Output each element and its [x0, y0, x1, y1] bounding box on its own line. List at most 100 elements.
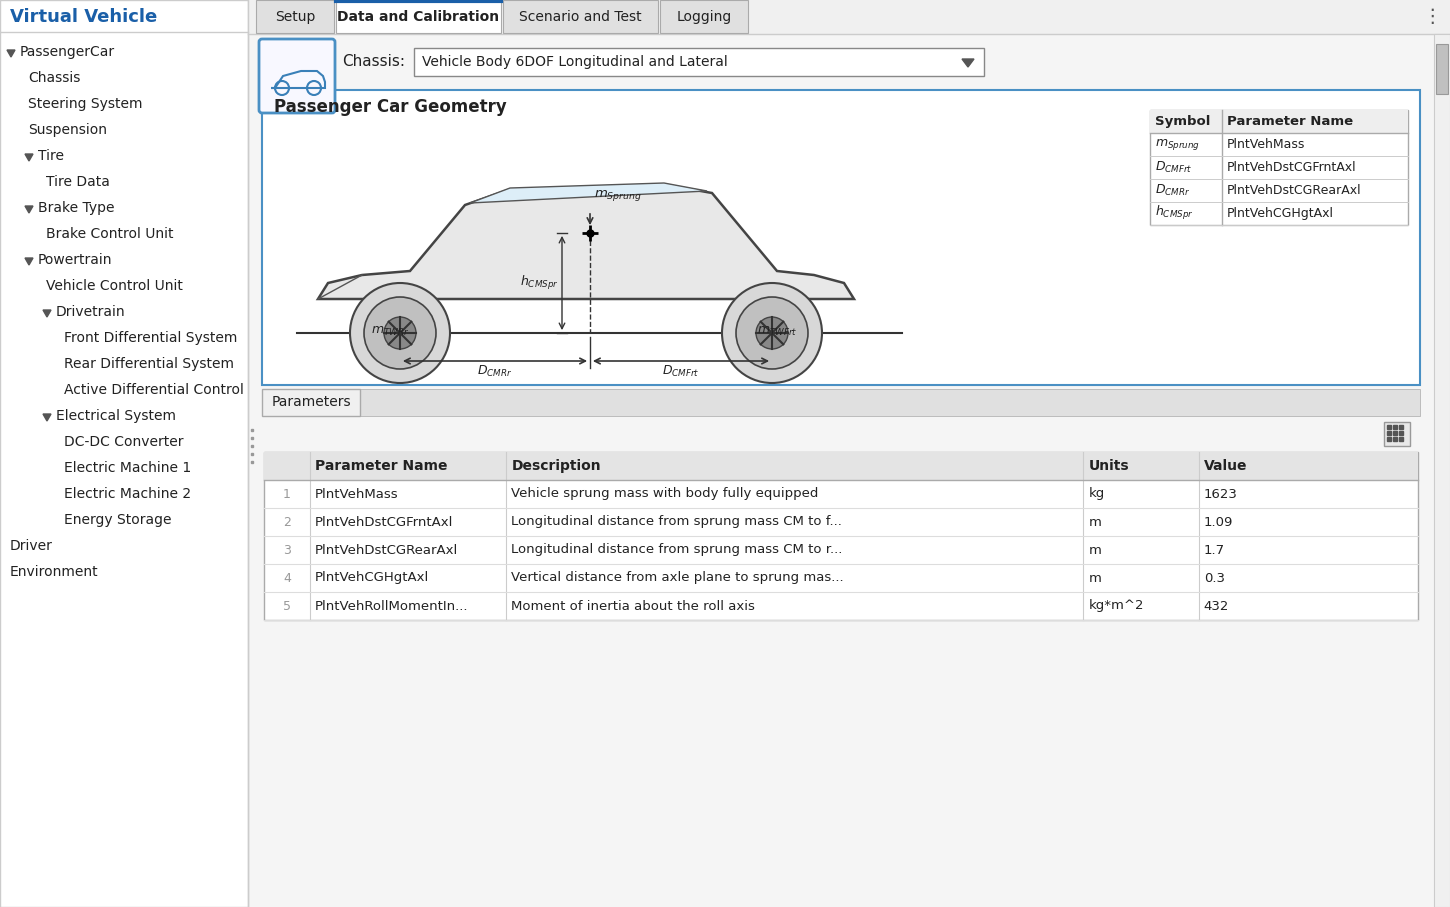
Text: $D_{CMRr}$: $D_{CMRr}$ [477, 364, 513, 379]
Text: Vehicle Body 6DOF Longitudinal and Lateral: Vehicle Body 6DOF Longitudinal and Later… [422, 55, 728, 69]
Bar [360, 389, 1420, 416]
Bar [248, 34, 1450, 907]
Bar [248, 0, 1450, 34]
Circle shape [722, 283, 822, 383]
Polygon shape [44, 310, 51, 317]
Text: Suspension: Suspension [28, 123, 107, 137]
Circle shape [364, 297, 436, 369]
Text: Driver: Driver [10, 539, 52, 553]
Text: Data and Calibration: Data and Calibration [338, 10, 500, 24]
Text: m: m [1089, 515, 1101, 529]
Text: kg: kg [1089, 487, 1105, 501]
Bar [257, 0, 334, 33]
Text: PlntVehCGHgtAxl: PlntVehCGHgtAxl [1227, 207, 1334, 220]
Text: $m_{TWRr}$: $m_{TWRr}$ [371, 325, 409, 337]
Bar [1434, 34, 1450, 907]
Text: 1.7: 1.7 [1204, 543, 1225, 557]
Text: Tire Data: Tire Data [46, 175, 110, 189]
Text: Logging: Logging [676, 10, 732, 24]
Text: Chassis: Chassis [28, 71, 80, 85]
Text: 4: 4 [283, 571, 291, 584]
Text: Moment of inertia about the roll axis: Moment of inertia about the roll axis [512, 600, 755, 612]
FancyBboxPatch shape [260, 39, 335, 113]
Text: $m_{Sprung}$: $m_{Sprung}$ [594, 188, 642, 203]
Polygon shape [318, 185, 854, 299]
Text: m: m [1089, 543, 1101, 557]
Bar [264, 452, 1418, 480]
Bar [0, 0, 248, 907]
Text: $h_{CMSpr}$: $h_{CMSpr}$ [1156, 204, 1193, 222]
Text: PassengerCar: PassengerCar [20, 45, 115, 59]
Text: 3: 3 [283, 543, 291, 557]
Text: Scenario and Test: Scenario and Test [519, 10, 642, 24]
Text: PlntVehDstCGRearAxl: PlntVehDstCGRearAxl [1227, 184, 1362, 197]
Polygon shape [44, 414, 51, 421]
Text: Powertrain: Powertrain [38, 253, 113, 267]
Bar [264, 452, 1418, 620]
Text: Electrical System: Electrical System [57, 409, 175, 423]
Polygon shape [961, 59, 974, 67]
Bar [660, 0, 748, 33]
Text: $D_{CMFrt}$: $D_{CMFrt}$ [1156, 160, 1192, 175]
Text: Drivetrain: Drivetrain [57, 305, 126, 319]
Bar [1150, 110, 1408, 133]
Bar [336, 0, 502, 33]
Bar [1150, 110, 1408, 225]
Text: PlntVehMass: PlntVehMass [315, 487, 399, 501]
Text: Environment: Environment [10, 565, 99, 579]
Text: Description: Description [512, 459, 600, 473]
Text: Tire: Tire [38, 149, 64, 163]
Text: Active Differential Control: Active Differential Control [64, 383, 244, 397]
Circle shape [737, 297, 808, 369]
Circle shape [384, 317, 416, 349]
Text: Passenger Car Geometry: Passenger Car Geometry [274, 98, 506, 116]
Text: Brake Type: Brake Type [38, 201, 115, 215]
Text: PlntVehDstCGFrntAxl: PlntVehDstCGFrntAxl [315, 515, 454, 529]
Polygon shape [470, 183, 708, 203]
Text: Parameter Name: Parameter Name [315, 459, 448, 473]
Text: Virtual Vehicle: Virtual Vehicle [10, 8, 157, 26]
Bar [262, 90, 1420, 385]
Text: $h_{CMSpr}$: $h_{CMSpr}$ [521, 274, 560, 292]
Text: Electric Machine 2: Electric Machine 2 [64, 487, 191, 501]
Text: 0.3: 0.3 [1204, 571, 1225, 584]
Text: Setup: Setup [276, 10, 315, 24]
Text: Longitudinal distance from sprung mass CM to r...: Longitudinal distance from sprung mass C… [512, 543, 842, 557]
Text: PlntVehRollMomentIn...: PlntVehRollMomentIn... [315, 600, 468, 612]
Text: Units: Units [1089, 459, 1130, 473]
Text: Electric Machine 1: Electric Machine 1 [64, 461, 191, 475]
Text: Energy Storage: Energy Storage [64, 513, 171, 527]
Text: Vehicle Control Unit: Vehicle Control Unit [46, 279, 183, 293]
Text: 1623: 1623 [1204, 487, 1238, 501]
Polygon shape [7, 50, 14, 57]
Circle shape [349, 283, 450, 383]
Bar [415, 48, 985, 76]
Text: Parameter Name: Parameter Name [1227, 115, 1353, 128]
Bar [1436, 44, 1449, 94]
Polygon shape [25, 206, 33, 213]
Polygon shape [25, 258, 33, 265]
Text: $D_{CMFrt}$: $D_{CMFrt}$ [663, 364, 700, 379]
Text: kg*m^2: kg*m^2 [1089, 600, 1144, 612]
Polygon shape [25, 154, 33, 161]
Text: PlntVehCGHgtAxl: PlntVehCGHgtAxl [315, 571, 429, 584]
Text: Chassis:: Chassis: [342, 54, 405, 70]
Text: Parameters: Parameters [271, 395, 351, 409]
Text: $m_{Sprung}$: $m_{Sprung}$ [1156, 137, 1201, 152]
Text: DC-DC Converter: DC-DC Converter [64, 435, 184, 449]
Text: PlntVehMass: PlntVehMass [1227, 138, 1305, 151]
Text: Symbol: Symbol [1156, 115, 1211, 128]
Text: $D_{CMRr}$: $D_{CMRr}$ [1156, 183, 1190, 198]
Text: 5: 5 [283, 600, 291, 612]
Text: Longitudinal distance from sprung mass CM to f...: Longitudinal distance from sprung mass C… [512, 515, 842, 529]
Bar [262, 389, 360, 416]
Text: 1: 1 [283, 487, 291, 501]
Text: Value: Value [1204, 459, 1247, 473]
Text: Front Differential System: Front Differential System [64, 331, 238, 345]
Text: $m_{TWFrt}$: $m_{TWFrt}$ [757, 325, 798, 337]
Text: PlntVehDstCGFrntAxl: PlntVehDstCGFrntAxl [1227, 161, 1357, 174]
Text: Vehicle sprung mass with body fully equipped: Vehicle sprung mass with body fully equi… [512, 487, 819, 501]
Text: ⋮: ⋮ [1422, 7, 1441, 26]
Text: Brake Control Unit: Brake Control Unit [46, 227, 174, 241]
Bar [1383, 422, 1409, 446]
